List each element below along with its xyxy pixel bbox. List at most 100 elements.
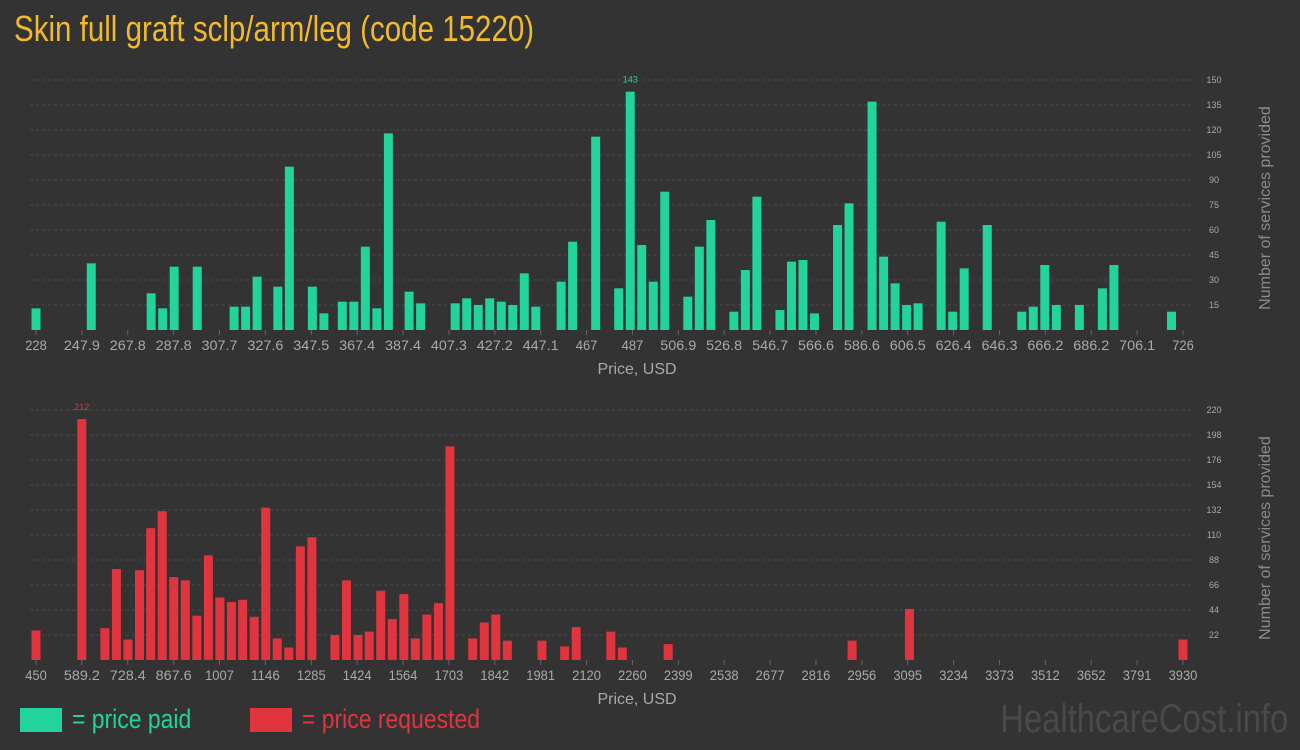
legend-requested-swatch: [250, 707, 292, 732]
x-tick-label: 2260: [618, 667, 647, 683]
requested-bar: [353, 635, 363, 660]
paid-bar: [752, 196, 762, 330]
y-tick-label: 90: [1209, 175, 1219, 185]
paid-bar: [229, 306, 239, 330]
x-tick-label: 1842: [480, 667, 509, 683]
requested-bar: [847, 640, 857, 660]
x-tick-label: 267.8: [110, 337, 146, 353]
requested-bar: [31, 630, 41, 660]
y-tick-label: 22: [1209, 630, 1219, 640]
paid-bar: [1097, 288, 1107, 330]
x-tick-label: 586.6: [844, 337, 880, 353]
paid-bar: [450, 303, 460, 330]
paid-bar: [1051, 305, 1061, 330]
requested-bar: [479, 622, 489, 660]
paid-bar: [531, 306, 541, 330]
legend-price-requested: = price requested: [250, 704, 511, 735]
paid-bar: [307, 286, 317, 330]
y-tick-label: 198: [1206, 430, 1221, 440]
x-tick-label: 706.1: [1119, 337, 1155, 353]
paid-bar: [383, 133, 393, 330]
requested-bar: [433, 603, 443, 660]
paid-bar: [833, 225, 843, 330]
paid-bar: [508, 305, 518, 330]
paid-bar: [902, 305, 912, 330]
x-tick-label: 506.9: [660, 337, 696, 353]
paid-bar: [485, 298, 495, 330]
requested-bar: [491, 614, 501, 660]
paid-bar: [519, 273, 529, 330]
requested-bar: [904, 608, 914, 660]
x-tick-label: 327.6: [247, 337, 283, 353]
y-tick-label: 66: [1209, 580, 1219, 590]
x-tick-label: 1424: [343, 667, 372, 683]
legend-paid-swatch: [20, 707, 62, 732]
x-tick-label: 487: [622, 337, 644, 353]
x-tick-label: 367.4: [339, 337, 375, 353]
y-tick-label: 44: [1209, 605, 1219, 615]
y-tick-label: 135: [1206, 100, 1221, 110]
paid-bar: [936, 221, 946, 330]
x-tick-label: 427.2: [477, 337, 513, 353]
requested-bar: [502, 640, 512, 660]
x-tick-label: 726: [1172, 337, 1194, 353]
requested-bar: [422, 614, 432, 660]
paid-bar: [241, 306, 251, 330]
requested-bar: [146, 528, 156, 660]
paid-bar: [372, 308, 382, 330]
paid-bar: [284, 166, 294, 330]
paid-bar: [337, 301, 347, 330]
paid-bar: [844, 203, 854, 330]
paid-bar: [786, 261, 796, 330]
paid-bar: [879, 256, 889, 330]
y-tick-label: 176: [1206, 455, 1221, 465]
x-tick-label: 3373: [985, 667, 1014, 683]
requested-bar: [663, 644, 673, 660]
x-tick-label: 247.9: [64, 337, 100, 353]
max-value-label: 143: [623, 75, 638, 85]
y-tick-label: 15: [1209, 300, 1219, 310]
price-paid-chart: 15 30 45 60 75 90 105 120 135 150 143 228 247.9 267.8…: [25, 75, 1274, 378]
x-tick-label: 867.6: [156, 667, 192, 683]
x-tick-label: 3652: [1077, 667, 1106, 683]
x-tick-label: 2538: [710, 667, 739, 683]
x-tick-label: 1981: [526, 667, 555, 683]
paid-bar: [648, 281, 658, 330]
paid-bar: [1028, 306, 1038, 330]
requested-bar: [180, 580, 190, 660]
requested-bar: [617, 647, 627, 660]
paid-bar: [948, 311, 958, 330]
x-tick-label: 2399: [664, 667, 693, 683]
x-tick-label: 407.3: [431, 337, 467, 353]
requested-bar: [249, 616, 259, 660]
x-tick-label: 3512: [1031, 667, 1060, 683]
x-tick-label: 3791: [1123, 667, 1152, 683]
x-tick-label: 666.2: [1027, 337, 1063, 353]
y-tick-label: 88: [1209, 555, 1219, 565]
x-tick-label: 1564: [389, 667, 418, 683]
requested-bar: [364, 631, 374, 660]
requested-bar: [284, 647, 294, 660]
paid-bar: [775, 310, 785, 330]
requested-bar: [100, 628, 110, 660]
paid-bar: [496, 301, 506, 330]
x-tick-label: 2120: [572, 667, 601, 683]
y-tick-label: 60: [1209, 225, 1219, 235]
paid-bar: [158, 308, 168, 330]
paid-bar: [146, 293, 156, 330]
x-tick-label: 467: [576, 337, 598, 353]
paid-bar: [360, 246, 370, 330]
paid-bar: [273, 286, 283, 330]
requested-bar: [387, 619, 397, 660]
requested-bar: [215, 597, 225, 660]
requested-bar: [341, 580, 351, 660]
x-tick-label: 2677: [756, 667, 785, 683]
paid-bar: [740, 270, 750, 330]
x-tick-label: 646.3: [981, 337, 1017, 353]
x-tick-label: 1007: [205, 667, 234, 683]
requested-bar: [376, 590, 386, 660]
paid-bar: [568, 241, 578, 330]
x-tick-label: 546.7: [752, 337, 788, 353]
requested-bar: [468, 638, 478, 660]
paid-bar: [416, 303, 426, 330]
